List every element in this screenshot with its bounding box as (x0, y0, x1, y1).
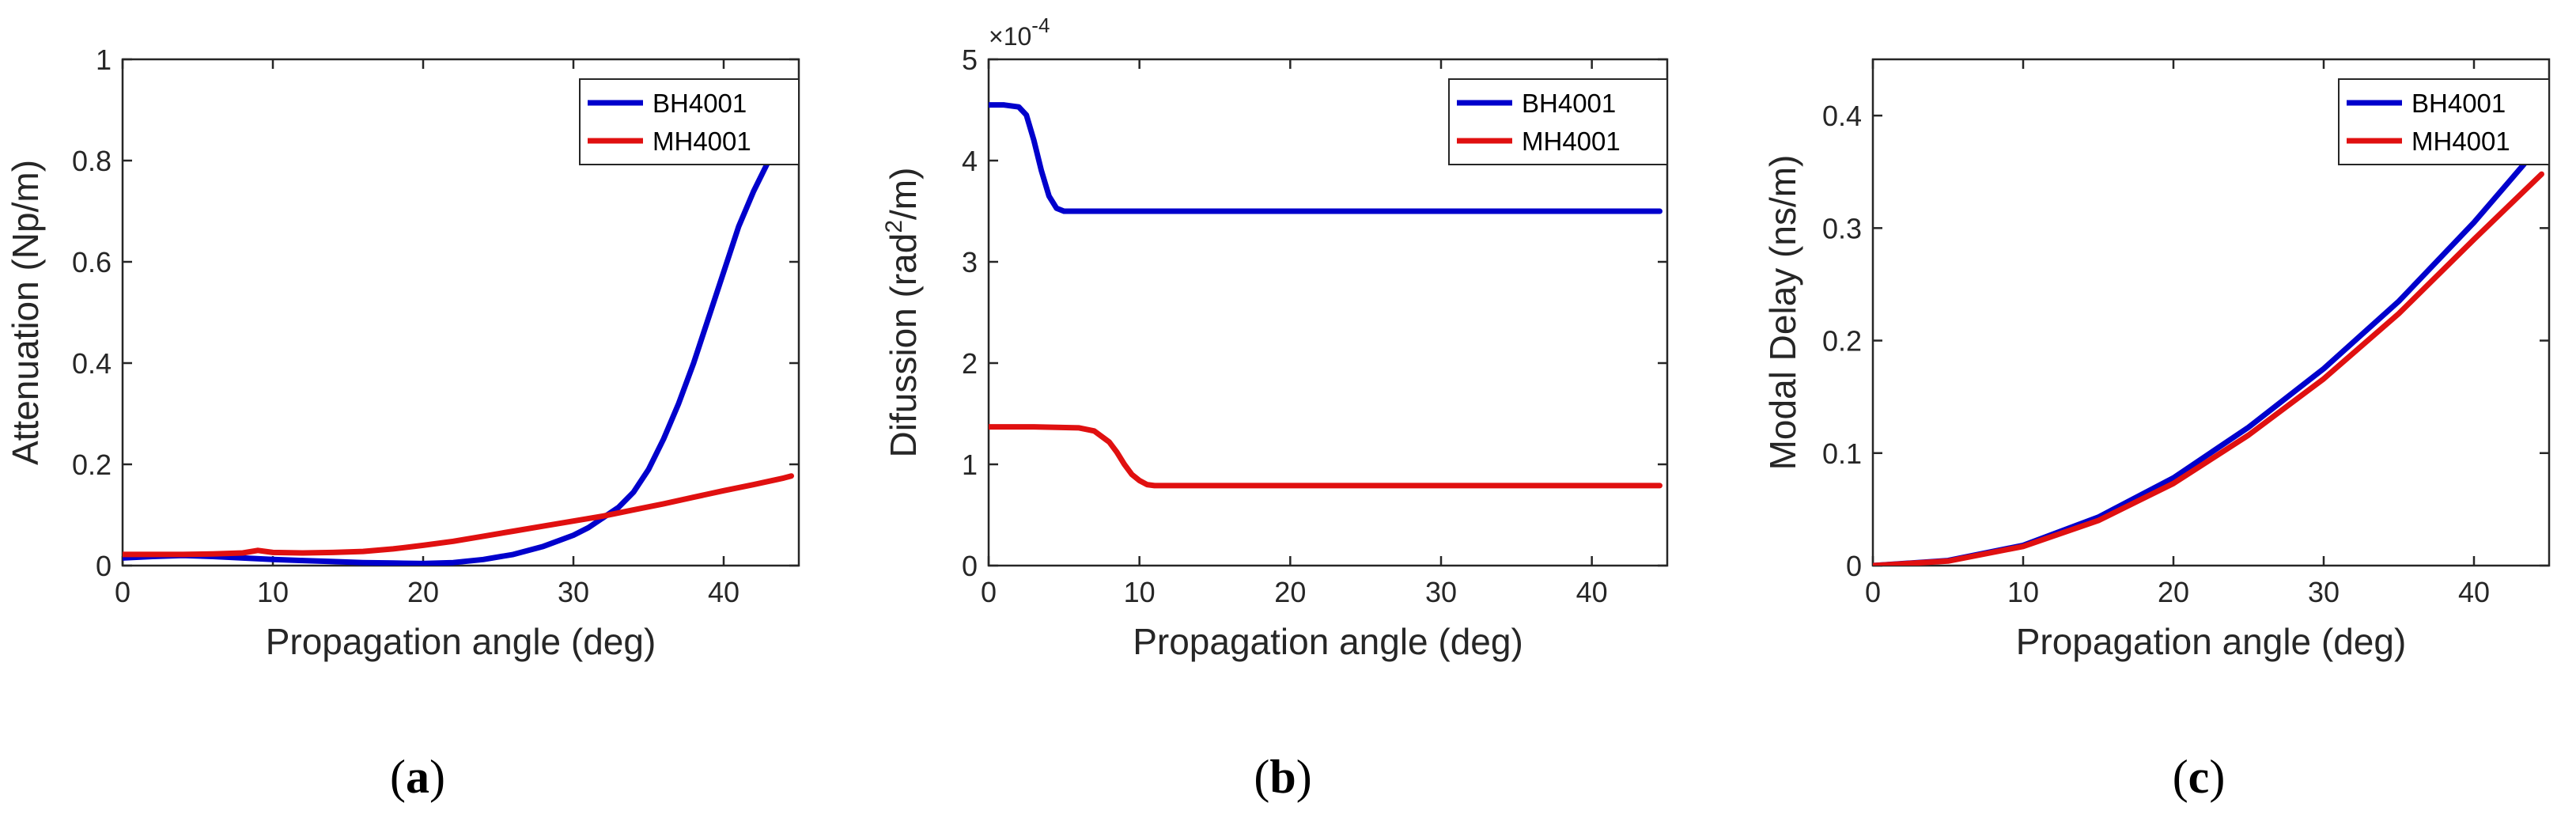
x-tick-label: 40 (2458, 576, 2490, 608)
series-group (989, 102, 1662, 489)
y-axis-label: Modal Delay (ns/m) (1762, 155, 1803, 471)
x-tick-label: 40 (1576, 576, 1608, 608)
legend-box (2338, 78, 2550, 165)
x-tick-label: 0 (981, 576, 997, 608)
panel-label-close-paren: ) (2209, 751, 2225, 803)
x-tick-label: 10 (2007, 576, 2039, 608)
y-tick-label: 1 (96, 44, 112, 76)
series-group (1873, 141, 2544, 566)
legend: BH4001 MH4001 (2338, 78, 2550, 165)
chart-panel-b: 0 10 20 30 40 0 1 2 3 4 5 ×10-4 Propagation angle (d… (881, 13, 1669, 803)
y-tick-label: 0.8 (72, 145, 112, 177)
series-line-mh4001 (1873, 171, 2544, 566)
x-tick-label: 30 (558, 576, 589, 608)
panel-label-letter: b (1269, 751, 1296, 803)
panel-label: (b) (1254, 751, 1311, 803)
legend-box (1448, 78, 1668, 165)
panel-label-open-paren: ( (390, 751, 406, 803)
x-tick-label: 10 (1124, 576, 1156, 608)
y-tick-label: 0.4 (1822, 100, 1862, 132)
y-axis-label-superscript: 2 (881, 220, 907, 233)
legend-label-bh4001: BH4001 (1522, 89, 1616, 118)
y-tick-label: 0 (96, 550, 112, 582)
y-tick-label: 0.1 (1822, 437, 1862, 470)
exponent-prefix: ×10 (989, 22, 1031, 51)
y-tick-label: 1 (962, 449, 978, 481)
y-axis-label: Difussion (rad2/m) (881, 168, 924, 458)
x-axis-label: Propagation angle (deg) (266, 621, 656, 662)
legend-label-bh4001: BH4001 (653, 89, 747, 118)
y-tick-label: 0.2 (1822, 325, 1862, 358)
x-tick-label: 20 (1274, 576, 1306, 608)
y-axis-label: Attenuation (Np/m) (5, 160, 46, 465)
series-line-bh4001 (123, 115, 794, 566)
y-tick-label: 2 (962, 347, 978, 380)
series-line-mh4001 (123, 473, 794, 558)
panel-label-letter: c (2188, 751, 2210, 803)
x-tick-label: 10 (257, 576, 289, 608)
panel-label-close-paren: ) (429, 751, 445, 803)
y-tick-label: 0 (1846, 550, 1862, 582)
legend: BH4001 MH4001 (579, 78, 800, 165)
x-axis-label: Propagation angle (deg) (1133, 621, 1523, 662)
axis-exponent-label: ×10-4 (989, 13, 1050, 51)
chart-panel-c: 0 10 20 30 40 0 0.1 0.2 0.3 0.4 Propagation angle … (1762, 58, 2551, 803)
y-tick-label: 5 (962, 44, 978, 76)
y-tick-label: 3 (962, 246, 978, 278)
series-line-bh4001 (989, 102, 1662, 214)
panel-label-letter: a (406, 751, 429, 803)
y-tick-label: 0.6 (72, 246, 112, 278)
y-axis-label-end: /m) (883, 168, 924, 220)
y-tick-label: 4 (962, 145, 978, 177)
x-tick-label: 0 (115, 576, 131, 608)
panel-label-open-paren: ( (2173, 751, 2188, 803)
legend-label-mh4001: MH4001 (2411, 127, 2510, 156)
x-tick-label: 20 (407, 576, 439, 608)
legend-box (579, 78, 800, 165)
series-group (123, 115, 794, 566)
panel-label-open-paren: ( (1254, 751, 1269, 803)
y-tick-label: 0.2 (72, 449, 112, 481)
x-tick-label: 0 (1865, 576, 1881, 608)
x-axis-label: Propagation angle (deg) (2016, 621, 2407, 662)
panel-label-close-paren: ) (1296, 751, 1312, 803)
panel-label: (c) (2173, 751, 2226, 803)
legend-label-mh4001: MH4001 (653, 127, 751, 156)
y-tick-label: 0 (962, 550, 978, 582)
y-tick-label: 0.4 (72, 347, 112, 380)
legend-label-bh4001: BH4001 (2411, 89, 2506, 118)
chart-panel-a: 0 10 20 30 40 0 0.2 0.4 0.6 0.8 1 Propagation angle… (5, 44, 800, 803)
legend: BH4001 MH4001 (1448, 78, 1668, 165)
x-tick-label: 30 (2308, 576, 2340, 608)
y-axis-label-main: Difussion (rad (883, 233, 924, 458)
panel-label: (a) (390, 751, 445, 803)
x-tick-label: 40 (708, 576, 740, 608)
exponent-power: -4 (1031, 13, 1050, 37)
legend-label-mh4001: MH4001 (1522, 127, 1621, 156)
y-tick-label: 0.3 (1822, 212, 1862, 244)
x-tick-label: 30 (1425, 576, 1457, 608)
x-tick-label: 20 (2158, 576, 2189, 608)
series-line-mh4001 (989, 424, 1662, 489)
